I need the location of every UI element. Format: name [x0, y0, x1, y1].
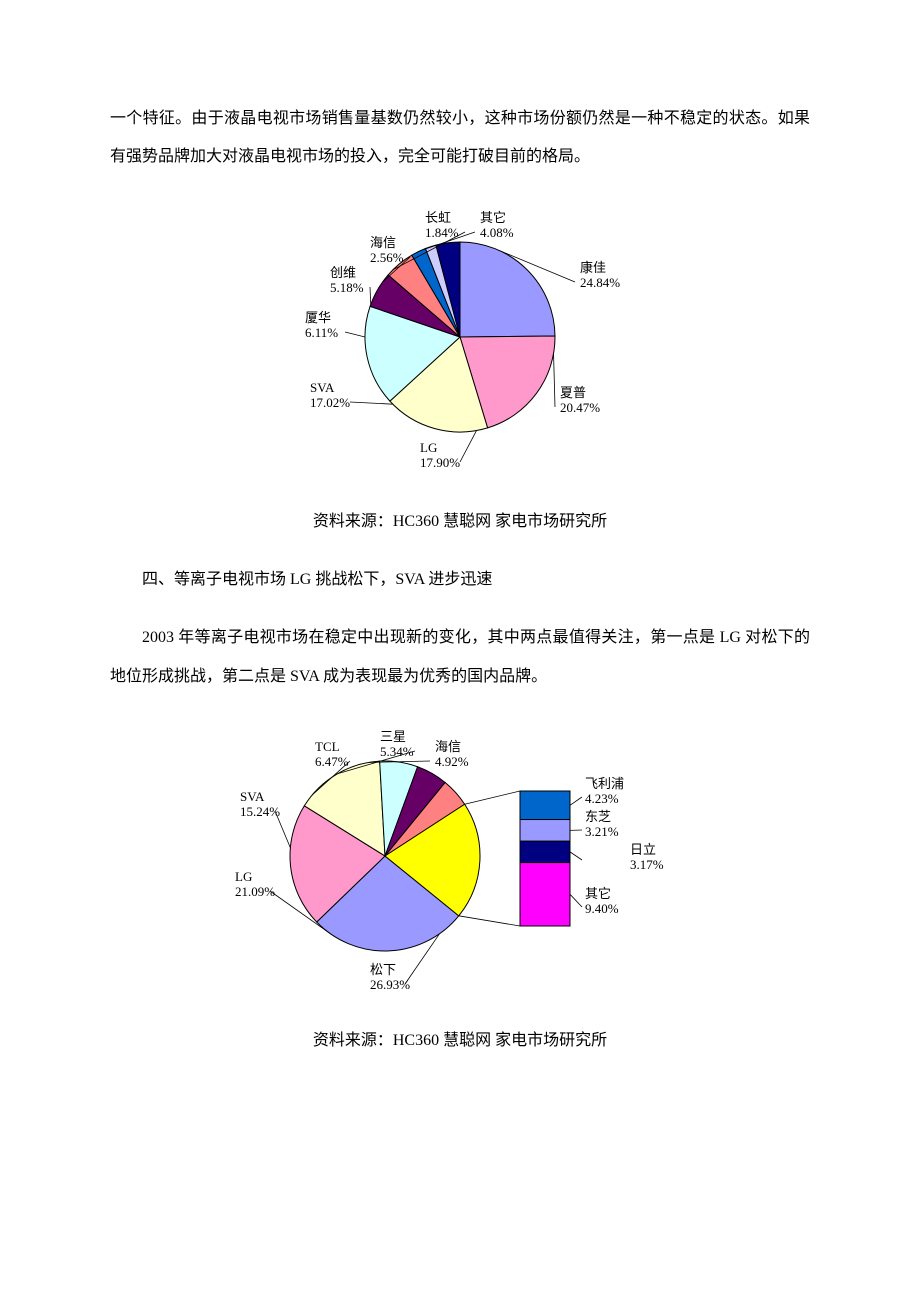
slice-label-name: 三星 — [380, 729, 406, 744]
slice-label-name: 海信 — [435, 739, 461, 754]
paragraph-2: 2003 年等离子电视市场在稳定中出现新的变化，其中两点最值得关注，第一点是 L… — [110, 619, 810, 696]
slice-label-name: 厦华 — [305, 310, 331, 325]
slice-label-name: 松下 — [370, 962, 396, 977]
paragraph-1: 一个特征。由于液晶电视市场销售量基数仍然较小，这种市场份额仍然是一种不稳定的状态… — [110, 100, 810, 177]
bar-label-name: 东芝 — [585, 809, 611, 824]
bar-label-value: 3.17% — [630, 857, 664, 872]
slice-label-value: 1.84% — [425, 225, 459, 240]
bar-segment-其它 — [520, 863, 570, 926]
chart-2-wrap: 松下26.93% LG21.09% SVA15.24% TCL6.47% 三星5.34%… — [110, 716, 810, 1006]
slice-label-value: 5.34% — [380, 744, 414, 759]
leader-line — [554, 353, 555, 407]
section-heading: 四、等离子电视市场 LG 挑战松下，SVA 进步迅速 — [110, 561, 810, 599]
slice-label-name: 海信 — [370, 235, 396, 250]
slice-label-name: LG — [235, 869, 252, 884]
pie-slice-康佳 — [460, 242, 555, 337]
slice-label-value: 15.24% — [240, 804, 280, 819]
slice-label-value: 5.18% — [330, 280, 364, 295]
slice-label-value: 4.08% — [480, 225, 514, 240]
slice-label-value: 20.47% — [560, 400, 600, 415]
slice-label-name: TCL — [315, 739, 340, 754]
pie-chart-lcd: 康佳24.84% 夏普20.47% LG17.90% SVA17.02% 厦华6.11%… — [250, 197, 670, 487]
slice-label-value: 6.11% — [305, 325, 338, 340]
slice-label-value: 21.09% — [235, 884, 275, 899]
slice-label-name: LG — [420, 440, 437, 455]
slice-label-value: 26.93% — [370, 977, 410, 992]
slice-label-name: 长虹 — [425, 210, 451, 225]
bar-segment-东芝 — [520, 819, 570, 841]
bar-label-value: 9.40% — [585, 901, 619, 916]
slice-label-value: 17.90% — [420, 455, 460, 470]
bar-label-name: 其它 — [585, 886, 611, 901]
leader-line — [370, 287, 371, 305]
connector-line — [459, 916, 520, 926]
slice-label-value: 2.56% — [370, 250, 404, 265]
slice-label-value: 6.47% — [315, 754, 349, 769]
slice-label-value: 4.92% — [435, 754, 469, 769]
bar-label-name: 飞利浦 — [585, 776, 624, 791]
slice-label-name: 创维 — [330, 265, 356, 280]
bar-segment-飞利浦 — [520, 791, 570, 820]
pie-chart-plasma: 松下26.93% LG21.09% SVA15.24% TCL6.47% 三星5.34%… — [220, 716, 700, 1006]
slice-label-name: SVA — [240, 789, 265, 804]
source-1: 资料来源：HC360 慧聪网 家电市场研究所 — [110, 507, 810, 531]
slice-label-name: 其它 — [480, 210, 506, 225]
connector-line — [465, 791, 520, 804]
bar-label-value: 4.23% — [585, 791, 619, 806]
leader-line — [350, 402, 393, 404]
leader-line — [460, 430, 476, 461]
bar-label-name: 日立 — [630, 842, 656, 857]
slice-label-value: 24.84% — [580, 275, 620, 290]
chart-1-wrap: 康佳24.84% 夏普20.47% LG17.90% SVA17.02% 厦华6.11%… — [110, 197, 810, 487]
leader-line — [345, 332, 365, 337]
leader-line — [570, 797, 582, 805]
leader-line — [570, 852, 582, 860]
source-2: 资料来源：HC360 慧聪网 家电市场研究所 — [110, 1026, 810, 1050]
slice-label-name: 康佳 — [580, 260, 606, 275]
bar-segment-日立 — [520, 841, 570, 862]
bar-label-value: 3.21% — [585, 824, 619, 839]
slice-label-name: 夏普 — [560, 385, 586, 400]
leader-line — [570, 894, 582, 907]
slice-label-value: 17.02% — [310, 395, 350, 410]
slice-label-name: SVA — [310, 380, 335, 395]
document-page: 一个特征。由于液晶电视市场销售量基数仍然较小，这种市场份额仍然是一种不稳定的状态… — [0, 0, 920, 1160]
